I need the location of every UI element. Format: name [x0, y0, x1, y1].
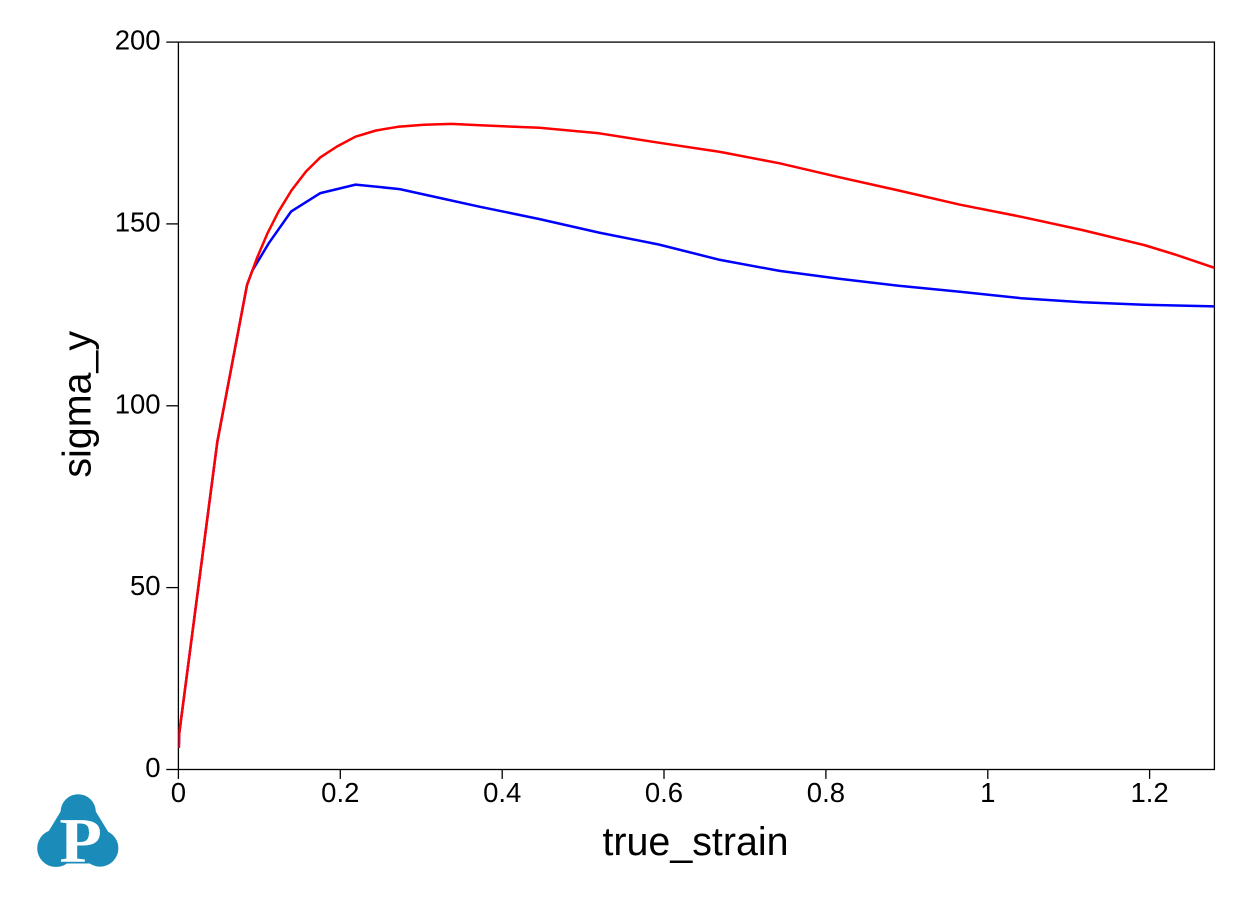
svg-text:1: 1	[980, 777, 995, 808]
svg-text:0.6: 0.6	[645, 777, 683, 808]
svg-text:50: 50	[130, 570, 161, 601]
svg-text:100: 100	[115, 388, 161, 419]
svg-text:0: 0	[145, 752, 160, 783]
svg-text:P: P	[59, 806, 102, 877]
svg-text:1.2: 1.2	[1130, 777, 1168, 808]
svg-text:0.2: 0.2	[321, 777, 359, 808]
svg-text:0.4: 0.4	[483, 777, 521, 808]
svg-text:0.8: 0.8	[807, 777, 845, 808]
svg-text:150: 150	[115, 207, 161, 238]
svg-text:sigma_y: sigma_y	[56, 331, 100, 478]
svg-text:200: 200	[115, 25, 161, 56]
svg-text:true_strain: true_strain	[602, 820, 788, 864]
svg-text:0: 0	[171, 777, 186, 808]
